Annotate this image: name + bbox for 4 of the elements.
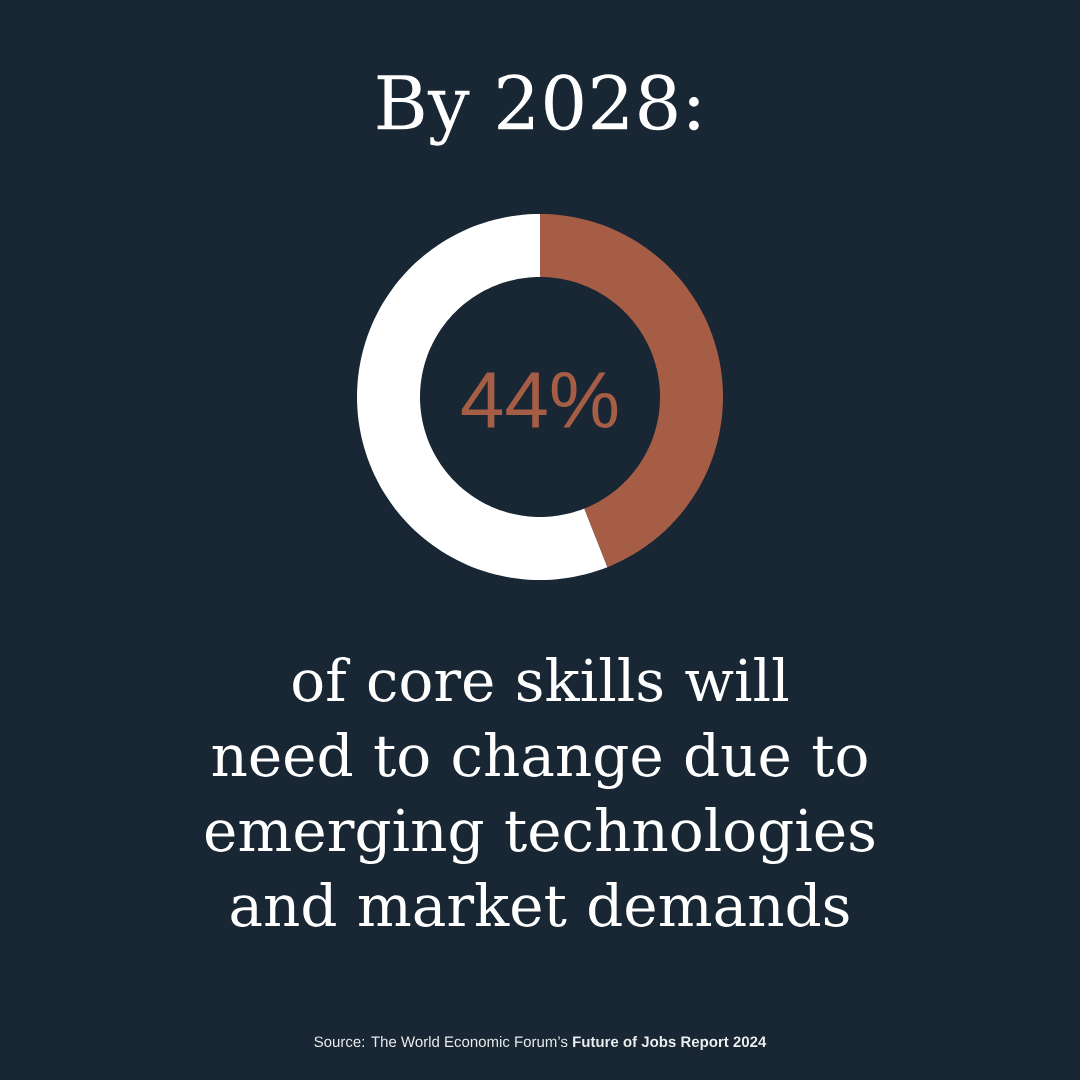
text: 44%	[461, 372, 618, 428]
source-note: Source: The World Economic Forum’s Future of Jobs Report 2024	[314, 1036, 767, 1050]
chart-title: By 2028:	[377, 74, 699, 146]
text: of core skills will need to change due to emerging technologies and market demands	[205, 657, 874, 927]
